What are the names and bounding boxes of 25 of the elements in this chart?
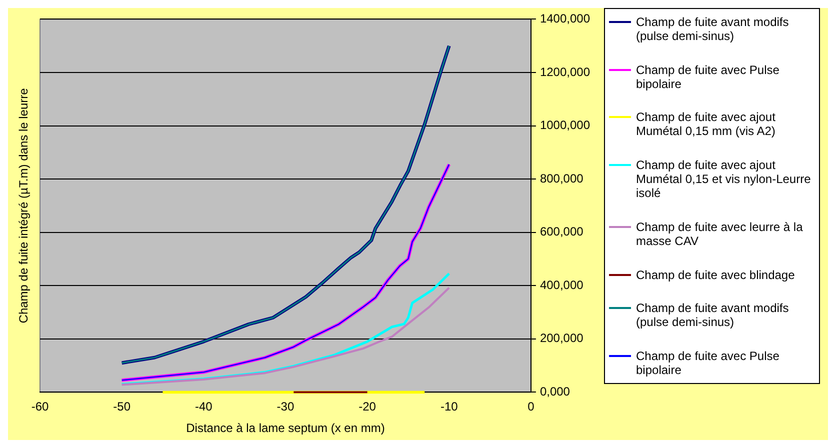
x-tick-label: -40 — [194, 400, 213, 414]
legend-label: Champ de fuite avec blindage — [636, 268, 795, 282]
x-tick-label: -60 — [31, 400, 49, 414]
y-tick-label: 0,000 — [540, 384, 570, 399]
x-axis-title: Distance à la lame septum (x en mm) — [186, 421, 385, 436]
y-tick-label: 200,000 — [540, 331, 584, 346]
legend-label: Champ de fuite avant modifs (pulse demi-sinus) — [636, 15, 790, 43]
legend-label: Champ de fuite avec leurre à la masse CAV — [636, 220, 804, 248]
y-axis-title: Champ de fuite intégré (µT.m) dans le leurre — [16, 88, 30, 324]
x-tick-label: -20 — [358, 400, 376, 414]
y-tick-label: 1400,000 — [540, 12, 590, 26]
y-tick-label: 1200,000 — [540, 64, 590, 79]
y-tick-label: 800,000 — [540, 171, 584, 186]
legend-label: Champ de fuite avec Pulse bipolaire — [636, 62, 780, 91]
legend-label: Champ de fuite avec ajout Mumétal 0,15 et vis nylon-Leurre isolé — [636, 158, 812, 200]
y-tick-label: 400,000 — [540, 278, 584, 292]
y-tick-label: 1000,000 — [540, 118, 590, 132]
x-tick-label: -30 — [276, 400, 294, 414]
legend-label: Champ de fuite avec ajout Mumétal 0,15 mm (vis A2) — [636, 110, 776, 138]
x-tick-label: -50 — [113, 400, 131, 414]
x-tick-label: -10 — [440, 400, 458, 414]
y-tick-label: 600,000 — [540, 224, 584, 239]
x-tick-label: 0 — [528, 400, 535, 414]
legend-label: Champ de fuite avec Pulse bipolaire — [636, 348, 780, 377]
legend-label: Champ de fuite avant modifs (pulse demi-sinus) — [636, 301, 790, 330]
